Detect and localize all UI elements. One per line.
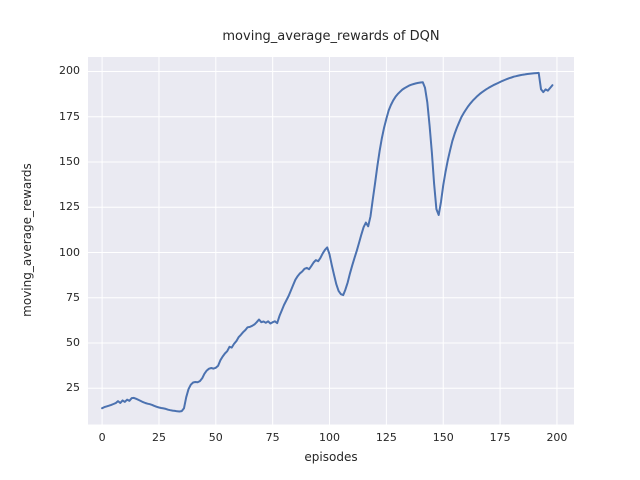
x-tick-label-125: 125 (375, 431, 397, 444)
y-tick-label-75: 75 (66, 290, 80, 304)
chart-title: moving_average_rewards of DQN (222, 29, 440, 44)
data-line (101, 71, 554, 413)
x-tick-label-0: 0 (98, 431, 106, 444)
x-tick-label-100: 100 (319, 431, 341, 444)
y-tick-label-50: 50 (66, 336, 80, 350)
y-tick-label-175: 175 (59, 109, 80, 123)
x-tick-label-50: 50 (208, 431, 223, 444)
x-axis-label: episodes (304, 450, 358, 464)
x-tick-label-175: 175 (489, 431, 511, 444)
grid (88, 57, 574, 425)
y-tick-label-25: 25 (66, 381, 80, 395)
y-tick-label-125: 125 (59, 200, 80, 214)
y-tick-label-150: 150 (59, 155, 80, 168)
x-tick-label-25: 25 (151, 431, 166, 444)
plot-background (88, 57, 574, 425)
x-tick-label-150: 150 (432, 431, 454, 444)
x-tick-label-200: 200 (546, 431, 568, 444)
data-series (101, 71, 554, 413)
y-tick-label-200: 200 (59, 64, 80, 78)
y-tick-label-100: 100 (59, 245, 80, 259)
y-axis-label: moving_average_rewards (20, 163, 34, 317)
x-tick-label-75: 75 (265, 431, 280, 444)
